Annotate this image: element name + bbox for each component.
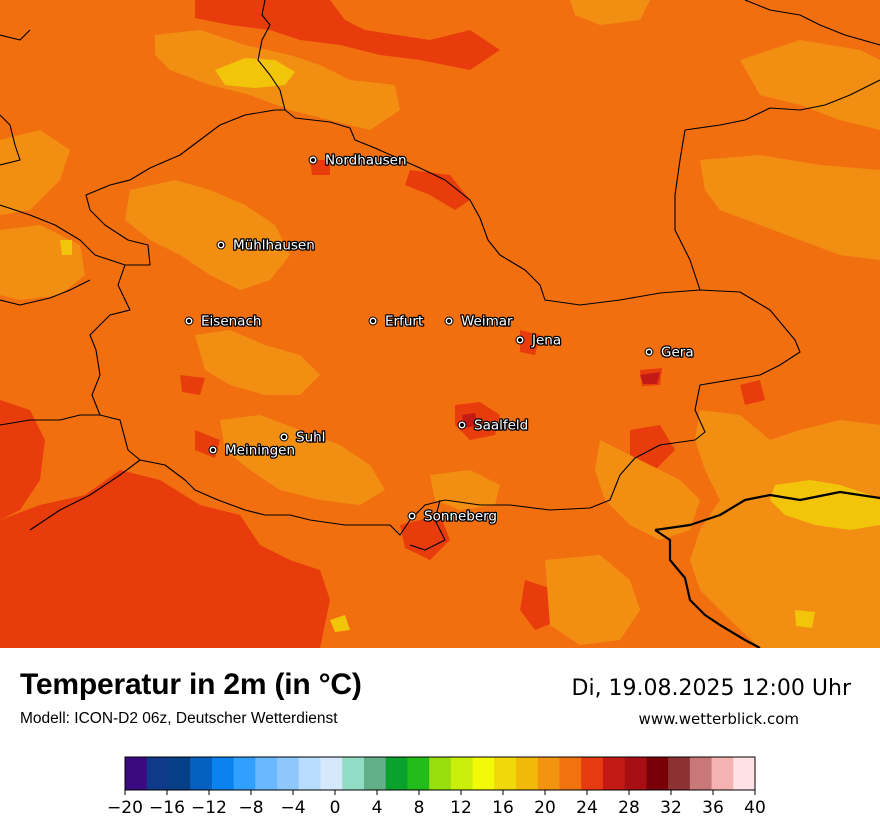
city-dot-center bbox=[371, 319, 375, 323]
city-dot-center bbox=[282, 435, 286, 439]
colorbar-cell bbox=[363, 757, 387, 790]
colorbar-cell bbox=[581, 757, 604, 790]
city-dot-center bbox=[311, 158, 315, 162]
city-meiningen: Meiningen bbox=[208, 441, 296, 460]
city-dot-center bbox=[460, 423, 464, 427]
city-sonneberg: Sonneberg bbox=[407, 507, 498, 526]
city-suhl: Suhl bbox=[279, 428, 327, 447]
colorbar-tick-label: 28 bbox=[618, 798, 640, 818]
colorbar-tick-label: 4 bbox=[372, 798, 383, 818]
chart-title: Temperatur in 2m (in °C) bbox=[20, 668, 362, 701]
colorbar-cell bbox=[342, 757, 365, 790]
colorbar-cell bbox=[320, 757, 343, 790]
colorbar-cell bbox=[168, 757, 191, 790]
warm-regions bbox=[0, 0, 765, 648]
forecast-datetime: Di, 19.08.2025 12:00 Uhr bbox=[571, 676, 851, 701]
city-dot-center bbox=[647, 350, 651, 354]
city-label: Saalfeld bbox=[474, 418, 528, 434]
colorbar-cell bbox=[277, 757, 300, 790]
colorbar-cell bbox=[125, 757, 148, 790]
city-label: Sonneberg bbox=[424, 509, 497, 525]
colorbar-tick-label: −8 bbox=[238, 798, 263, 818]
city-label: Suhl bbox=[296, 430, 325, 446]
city-saalfeld: Saalfeld bbox=[457, 416, 530, 435]
city-dot-center bbox=[447, 319, 451, 323]
colorbar-tick-label: 24 bbox=[576, 798, 598, 818]
colorbar-cell bbox=[494, 757, 517, 790]
colorbar-cell bbox=[472, 757, 495, 790]
colorbar-cell bbox=[646, 757, 669, 790]
colorbar-tick-label: 36 bbox=[702, 798, 724, 818]
colorbar-cell bbox=[385, 757, 408, 790]
colorbar-tick-label: 8 bbox=[414, 798, 425, 818]
city-dot-center bbox=[410, 514, 414, 518]
city-dot-center bbox=[518, 338, 522, 342]
city-label: Meiningen bbox=[225, 443, 295, 459]
city-label: Gera bbox=[661, 345, 694, 361]
colorbar-cell bbox=[668, 757, 691, 790]
colorbar-cell bbox=[255, 757, 278, 790]
colorbar-cell bbox=[624, 757, 647, 790]
website-label: www.wetterblick.com bbox=[638, 710, 799, 728]
city-dot-center bbox=[211, 448, 215, 452]
colorbar-tick-label: 40 bbox=[744, 798, 766, 818]
city-mühlhausen: Mühlhausen bbox=[216, 236, 316, 255]
colorbar-cells bbox=[125, 757, 756, 790]
colorbar-cell bbox=[190, 757, 213, 790]
city-erfurt: Erfurt bbox=[368, 312, 425, 331]
colorbar-cell bbox=[516, 757, 539, 790]
city-label: Mühlhausen bbox=[233, 238, 315, 254]
city-dot-center bbox=[219, 243, 223, 247]
colorbar-cell bbox=[559, 757, 582, 790]
temperature-map: Nordhausen Mühlhausen Eisenach Erfurt Weimar… bbox=[0, 0, 880, 648]
colorbar-cell bbox=[298, 757, 321, 790]
city-label: Jena bbox=[531, 333, 561, 349]
city-weimar: Weimar bbox=[444, 312, 514, 331]
colorbar-cell bbox=[429, 757, 452, 790]
colorbar-cell bbox=[537, 757, 560, 790]
colorbar-cell bbox=[450, 757, 473, 790]
colorbar-tick-label: 32 bbox=[660, 798, 682, 818]
state-borders bbox=[0, 0, 880, 551]
colorbar-tick-label: −12 bbox=[191, 798, 227, 818]
colorbar-cell bbox=[146, 757, 169, 790]
temperature-colorbar: −20 −16 −12 −8 −4 0 4 8 12 16 20 24 28 32 36 40 bbox=[107, 756, 766, 818]
city-gera: Gera bbox=[644, 343, 695, 362]
city-jena: Jena bbox=[515, 331, 562, 350]
colorbar-tick-label: −20 bbox=[107, 798, 143, 818]
city-eisenach: Eisenach bbox=[184, 312, 263, 331]
colorbar-tick-label: 20 bbox=[534, 798, 556, 818]
colorbar-cell bbox=[711, 757, 734, 790]
colorbar-cell bbox=[211, 757, 235, 790]
colorbar-tick-label: 0 bbox=[330, 798, 341, 818]
colorbar-cell bbox=[733, 757, 756, 790]
city-label: Nordhausen bbox=[325, 153, 407, 169]
city-label: Weimar bbox=[461, 314, 513, 330]
colorbar-cell bbox=[689, 757, 712, 790]
colorbar-tick-label: −4 bbox=[280, 798, 305, 818]
colorbar-frame bbox=[124, 756, 756, 791]
city-label: Eisenach bbox=[201, 314, 261, 330]
city-nordhausen: Nordhausen bbox=[308, 151, 408, 170]
city-markers: Nordhausen Mühlhausen Eisenach Erfurt Weimar… bbox=[184, 151, 695, 526]
cool-regions bbox=[60, 58, 880, 632]
colorbar-cell bbox=[233, 757, 256, 790]
colorbar-cell bbox=[602, 757, 626, 790]
city-dot-center bbox=[187, 319, 191, 323]
city-label: Erfurt bbox=[385, 314, 423, 330]
colorbar-ticks: −20 −16 −12 −8 −4 0 4 8 12 16 20 24 28 32 36 40 bbox=[107, 790, 766, 818]
colorbar-tick-label: 16 bbox=[492, 798, 514, 818]
country-border bbox=[654, 490, 880, 648]
model-subtitle: Modell: ICON-D2 06z, Deutscher Wetterdie… bbox=[20, 710, 338, 727]
colorbar-tick-label: −16 bbox=[149, 798, 185, 818]
colorbar-cell bbox=[407, 757, 430, 790]
colorbar-tick-label: 12 bbox=[450, 798, 472, 818]
